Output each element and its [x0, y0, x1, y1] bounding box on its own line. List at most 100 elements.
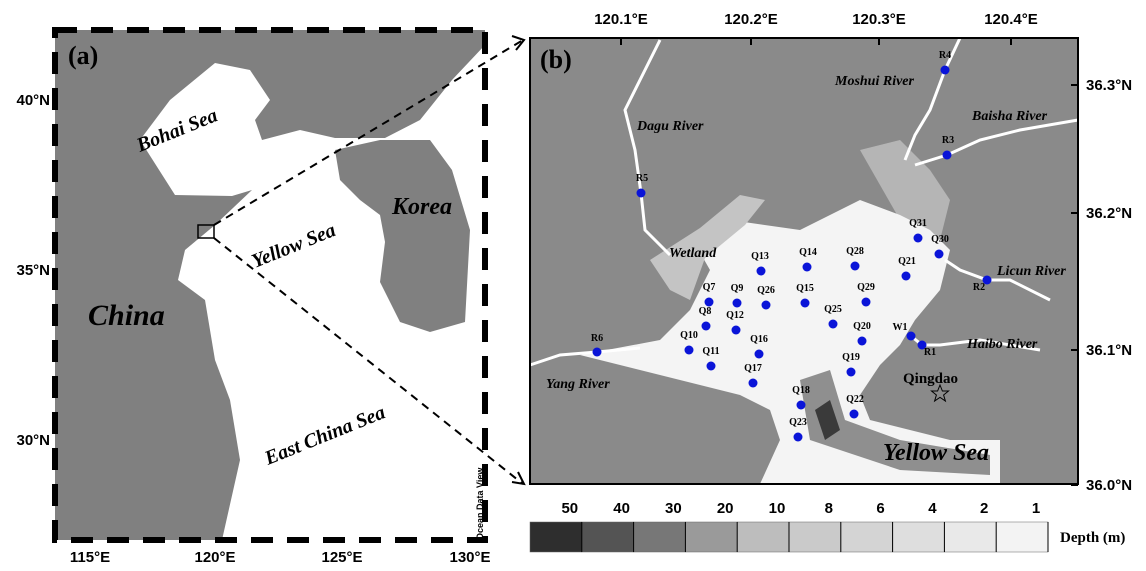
station-label: Q12: [726, 310, 744, 321]
legend-tick-label: 6: [876, 500, 884, 517]
station-label: R6: [591, 333, 603, 344]
station-label: W1: [893, 322, 908, 333]
place-name: Licun River: [996, 264, 1066, 279]
station: [850, 410, 859, 419]
station-label: R1: [924, 347, 936, 358]
lat-tick-label: 36.2°N: [1086, 205, 1132, 222]
station: [862, 298, 871, 307]
station-label: Q22: [846, 394, 864, 405]
legend-swatch: [944, 522, 996, 552]
station: [943, 151, 952, 160]
legend-tick-label: 1: [1032, 500, 1040, 517]
legend-tick-label: 10: [769, 500, 786, 517]
station: [914, 234, 923, 243]
lon-tick-label: 120.3°E: [852, 11, 906, 28]
station-label: Q14: [799, 247, 817, 258]
place-name: Qingdao: [903, 371, 958, 387]
station-label: Q16: [750, 334, 768, 345]
station: [935, 250, 944, 259]
panel-label: (b): [540, 45, 572, 74]
station: [907, 332, 916, 341]
station-label: R5: [636, 173, 648, 184]
station-label: Q19: [842, 352, 860, 363]
lat-tick-label: 30°N: [16, 432, 50, 449]
station-label: Q29: [857, 282, 875, 293]
legend-tick-label: 20: [717, 500, 734, 517]
station: [593, 348, 602, 357]
legend-swatch: [841, 522, 893, 552]
station-label: R2: [973, 282, 985, 293]
station: [801, 299, 810, 308]
station-label: Q23: [789, 417, 807, 428]
station-label: Q30: [931, 234, 949, 245]
lon-tick-label: 130°E: [449, 549, 490, 566]
station-label: Q20: [853, 321, 871, 332]
station-label: Q21: [898, 256, 916, 267]
arrow-head: [512, 472, 524, 484]
station: [685, 346, 694, 355]
station: [829, 320, 838, 329]
station: [749, 379, 758, 388]
lat-tick-label: 35°N: [16, 262, 50, 279]
lon-tick-label: 120.1°E: [594, 11, 648, 28]
station: [803, 263, 812, 272]
station-label: Q13: [751, 251, 769, 262]
lon-tick-label: 120°E: [194, 549, 235, 566]
station-label: Q15: [796, 283, 814, 294]
station: [941, 66, 950, 75]
station: [707, 362, 716, 371]
lat-tick-label: 36.1°N: [1086, 342, 1132, 359]
station: [902, 272, 911, 281]
legend-swatch: [634, 522, 686, 552]
station-label: Q31: [909, 218, 927, 229]
place-name: Yang River: [546, 377, 610, 392]
legend-swatch: [685, 522, 737, 552]
map-figure: (a) Bohai Sea Korea Yellow Sea China Eas…: [0, 0, 1146, 571]
legend-swatch: [893, 522, 945, 552]
lat-tick-label: 36.3°N: [1086, 77, 1132, 94]
legend-swatch: [789, 522, 841, 552]
station: [732, 326, 741, 335]
station: [757, 267, 766, 276]
station: [794, 433, 803, 442]
station-label: Q18: [792, 385, 810, 396]
station: [762, 301, 771, 310]
place-name: Wetland: [669, 246, 717, 261]
lon-tick-label: 125°E: [321, 549, 362, 566]
place-name: Korea: [391, 194, 452, 220]
legend-tick-label: 30: [665, 500, 682, 517]
legend-tick-label: 4: [928, 500, 937, 517]
station: [755, 350, 764, 359]
station-label: Q17: [744, 363, 762, 374]
lon-tick-label: 120.2°E: [724, 11, 778, 28]
station-label: Q7: [703, 282, 716, 293]
place-name: China: [88, 299, 165, 332]
legend-swatch: [737, 522, 789, 552]
station: [847, 368, 856, 377]
station-label: Q28: [846, 246, 864, 257]
legend-tick-label: 50: [561, 500, 578, 517]
legend-tick-label: 8: [825, 500, 833, 517]
station: [858, 337, 867, 346]
legend-unit: Depth (m): [1060, 530, 1125, 546]
place-name: Yellow Sea: [883, 440, 989, 466]
legend-swatch: [996, 522, 1048, 552]
place-name: Dagu River: [636, 119, 704, 134]
station-label: Q26: [757, 285, 775, 296]
station-label: Q9: [731, 283, 744, 294]
legend-tick-label: 2: [980, 500, 988, 517]
lon-tick-label: 115°E: [70, 549, 110, 566]
place-name: Baisha River: [971, 109, 1048, 124]
station-label: R3: [942, 135, 954, 146]
legend-swatch: [582, 522, 634, 552]
legend-tick-label: 40: [613, 500, 630, 517]
legend-swatch: [530, 522, 582, 552]
panel-label: (a): [68, 41, 98, 70]
station: [702, 322, 711, 331]
lat-tick-label: 40°N: [16, 92, 50, 109]
station-label: Q25: [824, 304, 842, 315]
lon-tick-label: 120.4°E: [984, 11, 1038, 28]
place-name: Haibo River: [966, 337, 1038, 352]
watermark: Ocean Data View: [475, 467, 485, 540]
station: [797, 401, 806, 410]
